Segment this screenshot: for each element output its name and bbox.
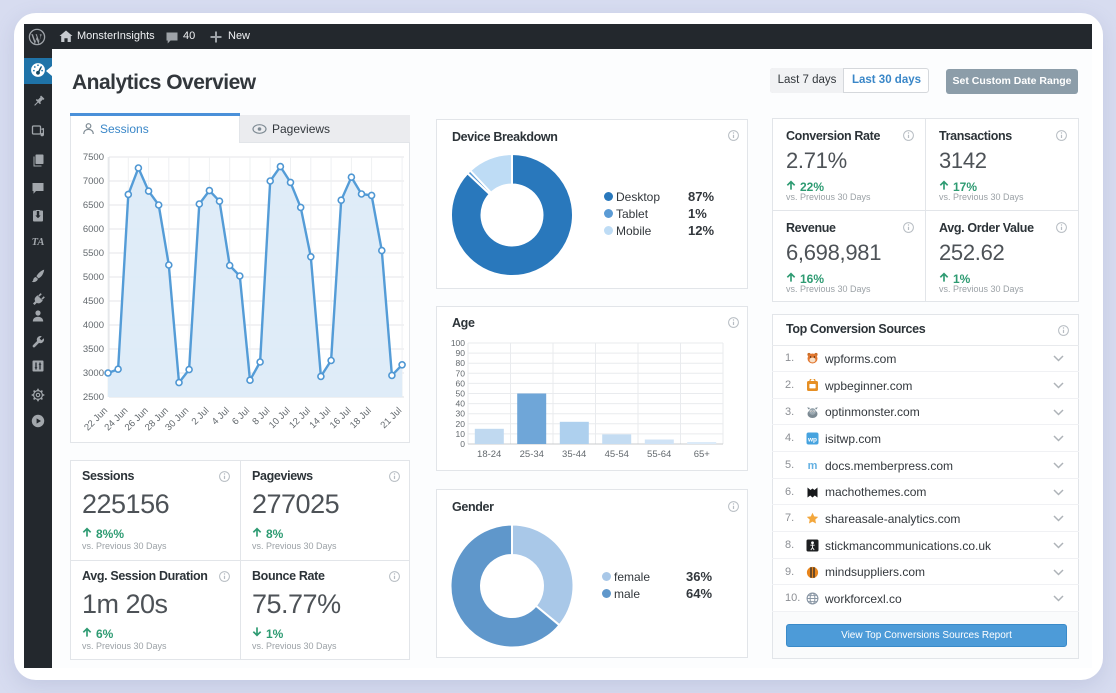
svg-text:wp: wp bbox=[807, 437, 817, 444]
svg-text:35-44: 35-44 bbox=[562, 449, 586, 460]
svg-text:50: 50 bbox=[456, 389, 466, 399]
svg-text:14 Jul: 14 Jul bbox=[308, 405, 334, 431]
svg-text:10: 10 bbox=[456, 429, 466, 439]
svg-text:3000: 3000 bbox=[83, 368, 104, 379]
svg-text:6 Jul: 6 Jul bbox=[230, 405, 252, 427]
svg-text:4 Jul: 4 Jul bbox=[210, 405, 232, 427]
svg-text:18 Jul: 18 Jul bbox=[348, 405, 374, 431]
svg-text:2500: 2500 bbox=[83, 392, 104, 403]
svg-text:55-64: 55-64 bbox=[647, 449, 671, 460]
svg-text:5000: 5000 bbox=[83, 272, 104, 283]
svg-text:40: 40 bbox=[456, 399, 466, 409]
svg-text:25-34: 25-34 bbox=[520, 449, 544, 460]
svg-text:60: 60 bbox=[456, 378, 466, 388]
svg-text:21 Jul: 21 Jul bbox=[379, 405, 405, 431]
svg-text:16 Jul: 16 Jul bbox=[328, 405, 354, 431]
svg-text:2 Jul: 2 Jul bbox=[190, 405, 212, 427]
svg-text:90: 90 bbox=[456, 348, 466, 358]
svg-text:10 Jul: 10 Jul bbox=[267, 405, 293, 431]
svg-text:18-24: 18-24 bbox=[477, 449, 501, 460]
svg-text:7500: 7500 bbox=[83, 152, 104, 163]
svg-text:6500: 6500 bbox=[83, 200, 104, 211]
svg-text:70: 70 bbox=[456, 368, 466, 378]
svg-text:80: 80 bbox=[456, 358, 466, 368]
svg-text:30: 30 bbox=[456, 409, 466, 419]
svg-text:12 Jul: 12 Jul bbox=[287, 405, 313, 431]
svg-text:4000: 4000 bbox=[83, 320, 104, 331]
svg-text:3500: 3500 bbox=[83, 344, 104, 355]
svg-text:30 Jun: 30 Jun bbox=[163, 405, 191, 433]
svg-text:0: 0 bbox=[460, 439, 465, 449]
svg-text:45-54: 45-54 bbox=[605, 449, 629, 460]
svg-text:65+: 65+ bbox=[694, 449, 711, 460]
svg-text:5500: 5500 bbox=[83, 248, 104, 259]
svg-text:7000: 7000 bbox=[83, 176, 104, 187]
svg-text:m: m bbox=[808, 460, 818, 472]
svg-text:100: 100 bbox=[451, 338, 465, 348]
svg-text:4500: 4500 bbox=[83, 296, 104, 307]
svg-text:20: 20 bbox=[456, 419, 466, 429]
svg-text:6000: 6000 bbox=[83, 224, 104, 235]
